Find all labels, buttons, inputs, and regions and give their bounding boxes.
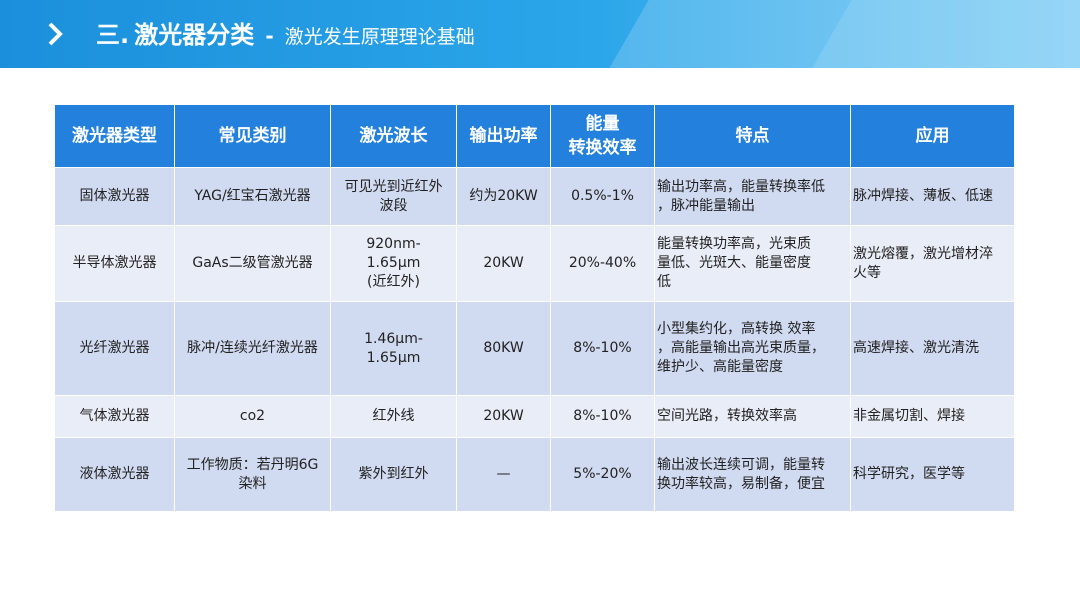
cell-efficiency: 8%-10% — [550, 395, 655, 438]
cell-power: 20KW — [456, 395, 551, 438]
column-header-wavelength: 激光波长 — [330, 104, 457, 168]
cell-wavelength: 紫外到红外 — [330, 437, 457, 512]
cell-category: GaAs二级管激光器 — [174, 225, 331, 302]
cell-features: 空间光路，转换效率高 — [654, 395, 851, 438]
table-row: 半导体激光器 GaAs二级管激光器 920nm- 1.65μm (近红外) 20… — [54, 225, 1015, 302]
cell-application: 激光熔覆，激光增材淬 火等 — [850, 225, 1015, 302]
column-header-features: 特点 — [654, 104, 851, 168]
laser-classification-table: 激光器类型 常见类别 激光波长 输出功率 能量 转换效率 特点 应用 固体激光器… — [54, 104, 1015, 512]
cell-features: 小型集约化，高转换 效率 ，高能量输出高光束质量， 维护少、高能量密度 — [654, 301, 851, 396]
cell-features: 输出波长连续可调，能量转 换功率较高，易制备，便宜 — [654, 437, 851, 512]
cell-application: 非金属切割、焊接 — [850, 395, 1015, 438]
cell-application: 高速焊接、激光清洗 — [850, 301, 1015, 396]
cell-features: 能量转换功率高，光束质 量低、光斑大、能量密度 低 — [654, 225, 851, 302]
cell-power: 约为20KW — [456, 167, 551, 226]
cell-features: 输出功率高，能量转换率低 ，脉冲能量输出 — [654, 167, 851, 226]
section-subtitle: 激光发生原理理论基础 — [284, 26, 475, 48]
cell-power: — — [456, 437, 551, 512]
cell-wavelength: 红外线 — [330, 395, 457, 438]
cell-type: 固体激光器 — [54, 167, 175, 226]
table-header-row: 激光器类型 常见类别 激光波长 输出功率 能量 转换效率 特点 应用 — [54, 104, 1015, 168]
cell-category: 脉冲/连续光纤激光器 — [174, 301, 331, 396]
column-header-power: 输出功率 — [456, 104, 551, 168]
cell-application: 脉冲焊接、薄板、低速 — [850, 167, 1015, 226]
cell-type: 半导体激光器 — [54, 225, 175, 302]
header-banner: 三. 激光器分类 - 激光发生原理理论基础 — [0, 0, 1080, 68]
column-header-application: 应用 — [850, 104, 1015, 168]
cell-efficiency: 8%-10% — [550, 301, 655, 396]
column-header-efficiency: 能量 转换效率 — [550, 104, 655, 168]
chevron-right-icon — [48, 22, 63, 46]
cell-wavelength: 可见光到近红外 波段 — [330, 167, 457, 226]
section-number: 三. — [96, 21, 130, 49]
column-header-type: 激光器类型 — [54, 104, 175, 168]
cell-category: 工作物质：若丹明6G 染料 — [174, 437, 331, 512]
cell-application: 科学研究，医学等 — [850, 437, 1015, 512]
title-separator: - — [265, 24, 274, 48]
cell-category: co2 — [174, 395, 331, 438]
section-title: 激光器分类 — [134, 21, 255, 49]
cell-power: 80KW — [456, 301, 551, 396]
cell-wavelength: 920nm- 1.65μm (近红外) — [330, 225, 457, 302]
column-header-category: 常见类别 — [174, 104, 331, 168]
cell-efficiency: 20%-40% — [550, 225, 655, 302]
table-row: 固体激光器 YAG/红宝石激光器 可见光到近红外 波段 约为20KW 0.5%-… — [54, 167, 1015, 226]
cell-type: 液体激光器 — [54, 437, 175, 512]
cell-wavelength: 1.46μm- 1.65μm — [330, 301, 457, 396]
cell-power: 20KW — [456, 225, 551, 302]
page-title: 三. 激光器分类 - 激光发生原理理论基础 — [96, 18, 475, 52]
cell-efficiency: 5%-20% — [550, 437, 655, 512]
header-decoration-inner — [805, 0, 1080, 68]
cell-type: 光纤激光器 — [54, 301, 175, 396]
table-row: 液体激光器 工作物质：若丹明6G 染料 紫外到红外 — 5%-20% 输出波长连… — [54, 437, 1015, 512]
table-row: 光纤激光器 脉冲/连续光纤激光器 1.46μm- 1.65μm 80KW 8%-… — [54, 301, 1015, 396]
table-row: 气体激光器 co2 红外线 20KW 8%-10% 空间光路，转换效率高 非金属… — [54, 395, 1015, 438]
cell-category: YAG/红宝石激光器 — [174, 167, 331, 226]
cell-type: 气体激光器 — [54, 395, 175, 438]
cell-efficiency: 0.5%-1% — [550, 167, 655, 226]
